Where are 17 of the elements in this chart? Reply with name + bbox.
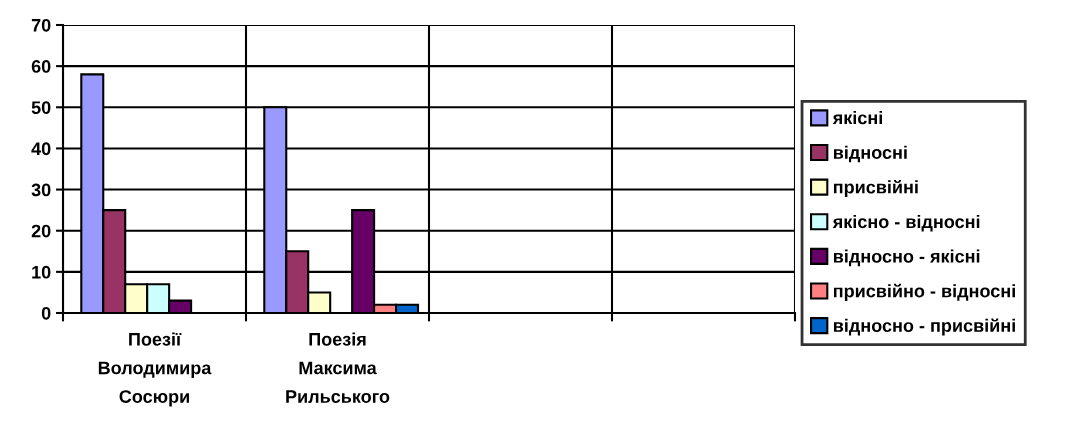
y-tick-label: 70 (31, 18, 51, 32)
x-tick-label: Поезія Максима Рильського (286, 332, 390, 403)
y-tick-label: 60 (31, 60, 51, 73)
y-tick-label: 30 (31, 183, 51, 197)
y-tick-label: 40 (31, 142, 51, 156)
y-tick-label: 0 (41, 306, 51, 320)
legend-label: присвійні (833, 179, 918, 198)
legend-label: якісно - відносні (832, 214, 980, 232)
legend-label: якісні (832, 111, 882, 125)
y-tick-label: 20 (31, 224, 51, 238)
legend-label: відносно - якісні (833, 249, 980, 267)
x-tick-label: Поезії Володимира Сосюри (98, 332, 212, 407)
legend-label: присвійно - відносні (833, 283, 1015, 301)
y-tick-label: 10 (32, 265, 51, 279)
legend-label: відносні (833, 145, 907, 163)
legend-label: відносно - присвійні (833, 318, 1015, 336)
y-tick-label: 50 (31, 101, 51, 115)
